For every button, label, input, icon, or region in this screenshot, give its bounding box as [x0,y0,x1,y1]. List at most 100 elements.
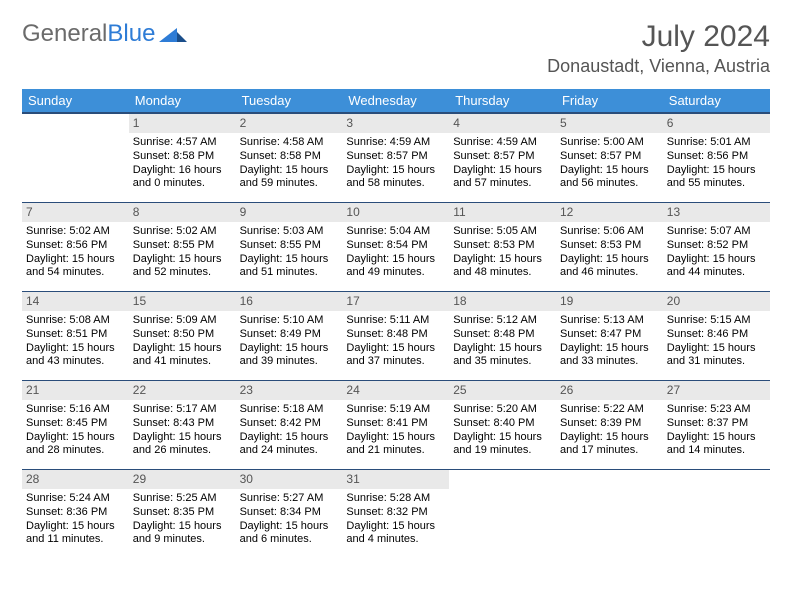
day-details: Sunrise: 5:17 AMSunset: 8:43 PMDaylight:… [129,400,236,461]
day-details: Sunrise: 4:57 AMSunset: 8:58 PMDaylight:… [129,133,236,194]
logo-icon [159,24,189,44]
logo-text-general: General [22,20,107,48]
day-cell: 12Sunrise: 5:06 AMSunset: 8:53 PMDayligh… [556,203,663,291]
title-block: July 2024 Donaustadt, Vienna, Austria [547,20,770,77]
week-row: 7Sunrise: 5:02 AMSunset: 8:56 PMDaylight… [22,202,770,291]
day-number: 13 [663,203,770,222]
day-cell: 8Sunrise: 5:02 AMSunset: 8:55 PMDaylight… [129,203,236,291]
calendar-body: 1Sunrise: 4:57 AMSunset: 8:58 PMDaylight… [22,114,770,558]
day-number: 25 [449,381,556,400]
day-number: 19 [556,292,663,311]
day-details: Sunrise: 5:09 AMSunset: 8:50 PMDaylight:… [129,311,236,372]
day-details: Sunrise: 5:25 AMSunset: 8:35 PMDaylight:… [129,489,236,550]
day-number: 1 [129,114,236,133]
week-row: 14Sunrise: 5:08 AMSunset: 8:51 PMDayligh… [22,291,770,380]
day-cell: 15Sunrise: 5:09 AMSunset: 8:50 PMDayligh… [129,292,236,380]
day-details: Sunrise: 5:05 AMSunset: 8:53 PMDaylight:… [449,222,556,283]
day-number: 5 [556,114,663,133]
day-details: Sunrise: 5:04 AMSunset: 8:54 PMDaylight:… [342,222,449,283]
day-details: Sunrise: 5:00 AMSunset: 8:57 PMDaylight:… [556,133,663,194]
day-cell: 7Sunrise: 5:02 AMSunset: 8:56 PMDaylight… [22,203,129,291]
day-number: 3 [342,114,449,133]
day-details: Sunrise: 5:22 AMSunset: 8:39 PMDaylight:… [556,400,663,461]
day-cell: 29Sunrise: 5:25 AMSunset: 8:35 PMDayligh… [129,470,236,558]
day-number: 9 [236,203,343,222]
day-cell: 3Sunrise: 4:59 AMSunset: 8:57 PMDaylight… [342,114,449,202]
day-number: 27 [663,381,770,400]
day-number: 22 [129,381,236,400]
day-details: Sunrise: 5:24 AMSunset: 8:36 PMDaylight:… [22,489,129,550]
day-details: Sunrise: 5:15 AMSunset: 8:46 PMDaylight:… [663,311,770,372]
day-of-week-header: Sunday Monday Tuesday Wednesday Thursday… [22,89,770,114]
week-row: 28Sunrise: 5:24 AMSunset: 8:36 PMDayligh… [22,469,770,558]
day-cell [663,470,770,558]
day-number: 24 [342,381,449,400]
day-cell: 4Sunrise: 4:59 AMSunset: 8:57 PMDaylight… [449,114,556,202]
day-number: 29 [129,470,236,489]
week-row: 21Sunrise: 5:16 AMSunset: 8:45 PMDayligh… [22,380,770,469]
day-cell: 13Sunrise: 5:07 AMSunset: 8:52 PMDayligh… [663,203,770,291]
day-details: Sunrise: 5:27 AMSunset: 8:34 PMDaylight:… [236,489,343,550]
dow-mon: Monday [129,89,236,112]
day-details: Sunrise: 5:16 AMSunset: 8:45 PMDaylight:… [22,400,129,461]
day-details: Sunrise: 5:12 AMSunset: 8:48 PMDaylight:… [449,311,556,372]
day-cell: 19Sunrise: 5:13 AMSunset: 8:47 PMDayligh… [556,292,663,380]
day-number: 4 [449,114,556,133]
month-title: July 2024 [547,20,770,54]
day-details: Sunrise: 4:59 AMSunset: 8:57 PMDaylight:… [342,133,449,194]
day-details: Sunrise: 5:10 AMSunset: 8:49 PMDaylight:… [236,311,343,372]
day-number: 12 [556,203,663,222]
day-details: Sunrise: 5:01 AMSunset: 8:56 PMDaylight:… [663,133,770,194]
day-cell [22,114,129,202]
day-cell: 17Sunrise: 5:11 AMSunset: 8:48 PMDayligh… [342,292,449,380]
dow-fri: Friday [556,89,663,112]
week-row: 1Sunrise: 4:57 AMSunset: 8:58 PMDaylight… [22,114,770,202]
day-cell: 16Sunrise: 5:10 AMSunset: 8:49 PMDayligh… [236,292,343,380]
day-details: Sunrise: 5:18 AMSunset: 8:42 PMDaylight:… [236,400,343,461]
day-number: 26 [556,381,663,400]
day-number: 17 [342,292,449,311]
day-cell: 10Sunrise: 5:04 AMSunset: 8:54 PMDayligh… [342,203,449,291]
day-details: Sunrise: 5:02 AMSunset: 8:55 PMDaylight:… [129,222,236,283]
day-details: Sunrise: 5:07 AMSunset: 8:52 PMDaylight:… [663,222,770,283]
day-details: Sunrise: 5:02 AMSunset: 8:56 PMDaylight:… [22,222,129,283]
day-cell: 30Sunrise: 5:27 AMSunset: 8:34 PMDayligh… [236,470,343,558]
day-number: 11 [449,203,556,222]
day-cell: 31Sunrise: 5:28 AMSunset: 8:32 PMDayligh… [342,470,449,558]
dow-tue: Tuesday [236,89,343,112]
day-details: Sunrise: 5:11 AMSunset: 8:48 PMDaylight:… [342,311,449,372]
day-details: Sunrise: 5:03 AMSunset: 8:55 PMDaylight:… [236,222,343,283]
day-number: 10 [342,203,449,222]
day-cell: 5Sunrise: 5:00 AMSunset: 8:57 PMDaylight… [556,114,663,202]
dow-wed: Wednesday [342,89,449,112]
day-cell: 21Sunrise: 5:16 AMSunset: 8:45 PMDayligh… [22,381,129,469]
day-cell: 23Sunrise: 5:18 AMSunset: 8:42 PMDayligh… [236,381,343,469]
dow-sun: Sunday [22,89,129,112]
day-cell [556,470,663,558]
day-cell: 25Sunrise: 5:20 AMSunset: 8:40 PMDayligh… [449,381,556,469]
day-number: 15 [129,292,236,311]
day-cell: 26Sunrise: 5:22 AMSunset: 8:39 PMDayligh… [556,381,663,469]
day-details: Sunrise: 5:13 AMSunset: 8:47 PMDaylight:… [556,311,663,372]
day-number: 31 [342,470,449,489]
day-cell: 11Sunrise: 5:05 AMSunset: 8:53 PMDayligh… [449,203,556,291]
day-number: 21 [22,381,129,400]
day-number: 23 [236,381,343,400]
logo: GeneralBlue [22,20,189,48]
day-details: Sunrise: 4:58 AMSunset: 8:58 PMDaylight:… [236,133,343,194]
location: Donaustadt, Vienna, Austria [547,56,770,77]
day-cell [449,470,556,558]
day-number: 28 [22,470,129,489]
dow-sat: Saturday [663,89,770,112]
dow-thu: Thursday [449,89,556,112]
day-number: 14 [22,292,129,311]
day-details: Sunrise: 5:08 AMSunset: 8:51 PMDaylight:… [22,311,129,372]
day-number: 8 [129,203,236,222]
day-details: Sunrise: 5:23 AMSunset: 8:37 PMDaylight:… [663,400,770,461]
day-details: Sunrise: 4:59 AMSunset: 8:57 PMDaylight:… [449,133,556,194]
day-details: Sunrise: 5:20 AMSunset: 8:40 PMDaylight:… [449,400,556,461]
day-cell: 6Sunrise: 5:01 AMSunset: 8:56 PMDaylight… [663,114,770,202]
day-cell: 24Sunrise: 5:19 AMSunset: 8:41 PMDayligh… [342,381,449,469]
day-details: Sunrise: 5:28 AMSunset: 8:32 PMDaylight:… [342,489,449,550]
day-number: 18 [449,292,556,311]
